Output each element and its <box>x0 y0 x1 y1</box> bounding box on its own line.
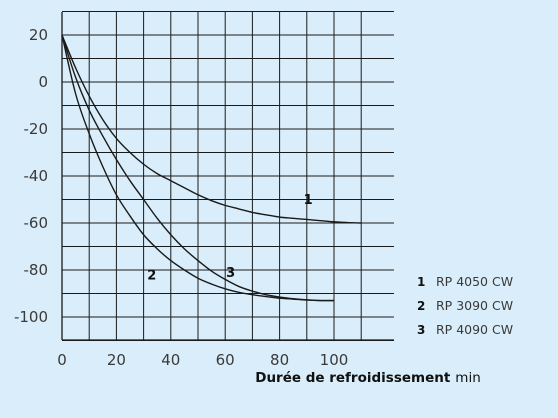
x-axis-title-text: Durée de refroidissement <box>255 370 451 386</box>
y-tick-label: -20 <box>24 120 49 138</box>
legend-entry-number: 2 <box>417 299 425 313</box>
y-tick-label: -100 <box>14 308 48 326</box>
x-axis-title: Durée de refroidissement min <box>255 370 481 386</box>
legend-entry-number: 3 <box>417 323 425 337</box>
legend-entry-name: RP 3090 CW <box>436 298 513 313</box>
curve-label: 2 <box>147 268 156 283</box>
legend-entry-name: RP 4090 CW <box>436 322 513 337</box>
legend: 1 RP 4050 CW 2 RP 3090 CW 3 RP 4090 CW <box>417 274 513 337</box>
x-tick-label: 80 <box>270 351 289 369</box>
x-tick-label: 20 <box>107 351 126 369</box>
curve-label: 1 <box>304 193 313 208</box>
y-tick-label: 20 <box>29 26 48 44</box>
x-axis-unit: min <box>455 370 480 386</box>
y-tick-label: -40 <box>24 167 49 185</box>
y-tick-label: 0 <box>38 73 48 91</box>
series-lines <box>61 34 362 302</box>
curve-labels: 1 2 3 <box>147 193 312 283</box>
x-tick-label: 0 <box>57 351 67 369</box>
x-tick-label: 40 <box>161 351 180 369</box>
x-tick-label: 60 <box>216 351 235 369</box>
legend-entry-name: RP 4050 CW <box>436 274 513 289</box>
tick-labels: 20 0 -20 -40 -60 -80 -100 0 20 40 60 80 100 <box>14 26 348 369</box>
grid <box>61 11 394 341</box>
series-line-rp-4050-cw <box>61 34 362 224</box>
legend-entry-number: 1 <box>417 275 425 289</box>
series-line-rp-4090-cw <box>61 34 335 302</box>
y-tick-label: -60 <box>24 214 49 232</box>
curve-label: 3 <box>226 266 235 281</box>
y-tick-label: -80 <box>24 261 49 279</box>
x-tick-label: 100 <box>320 351 349 369</box>
